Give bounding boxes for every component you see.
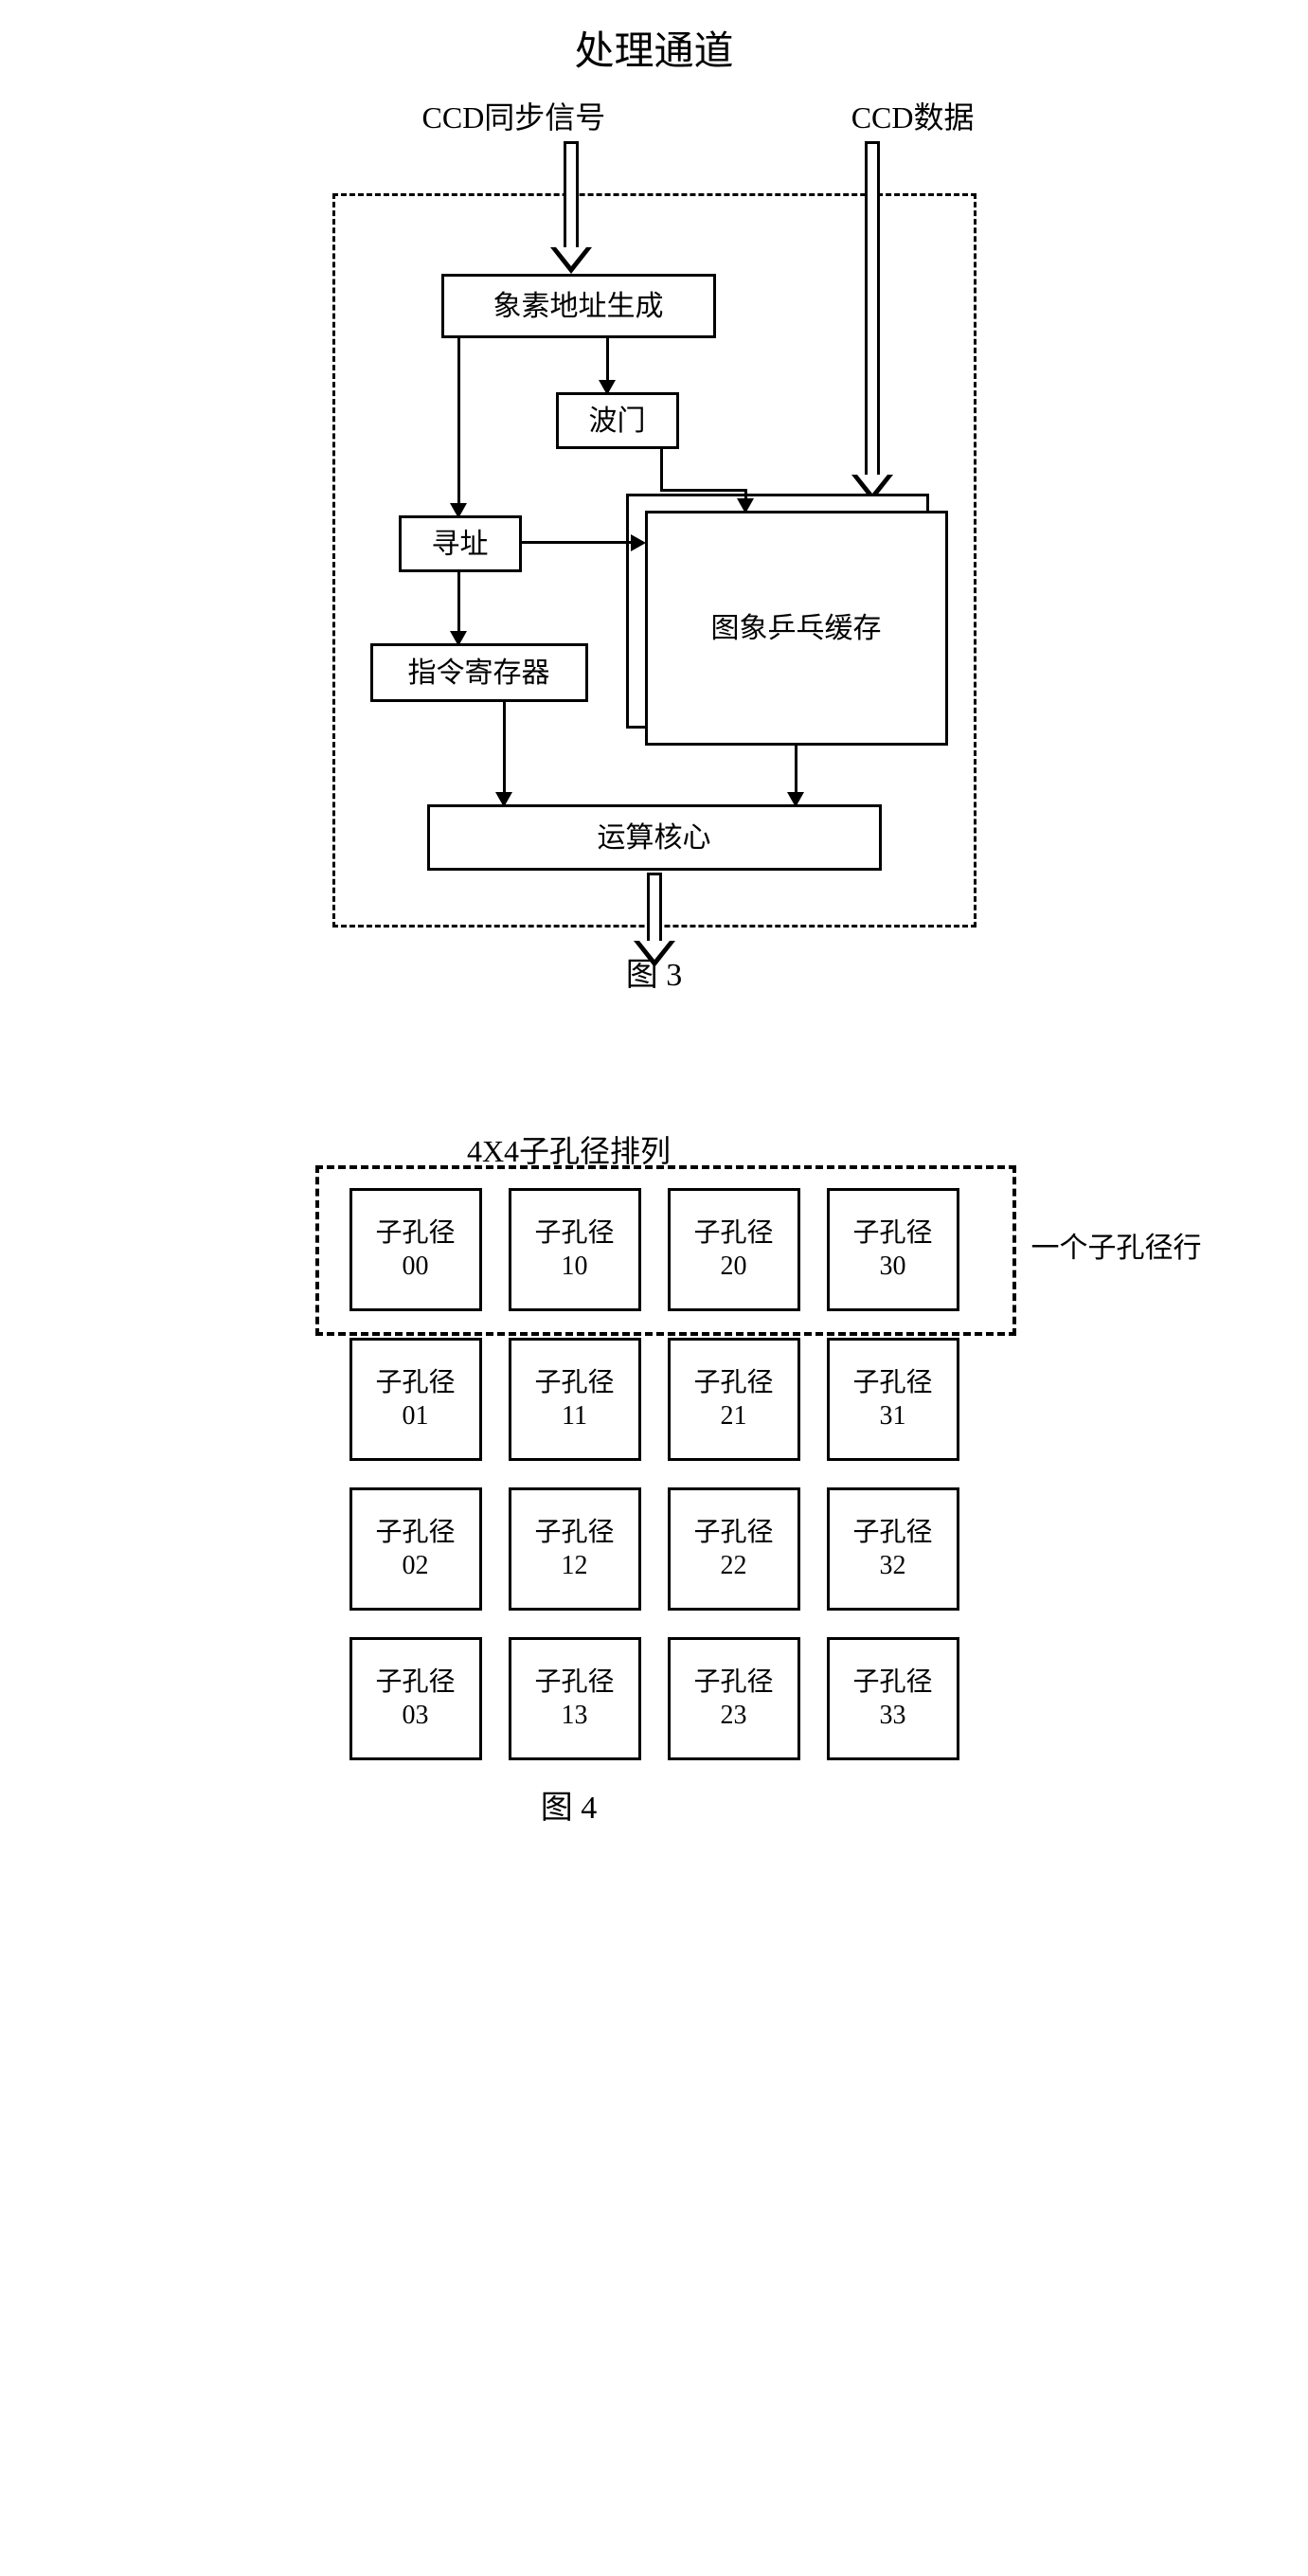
subaperture-cell-03: 子孔径03	[349, 1637, 482, 1760]
box-compute-core: 运算核心	[427, 804, 882, 871]
page: 处理通道 CCD同步信号 CCD数据 象素地址生成 波门 寻址 指令寄存器 图象…	[19, 19, 1289, 1828]
arrow-addressing-to-pingpong	[522, 541, 643, 544]
box-addressing: 寻址	[399, 515, 522, 572]
cell-label: 子孔径	[693, 1366, 773, 1399]
subaperture-cell-02: 子孔径02	[349, 1487, 482, 1611]
figure-4-canvas: 一个子孔径行 子孔径00 子孔径10 子孔径20 子孔径30 子孔径01 子孔径…	[349, 1188, 959, 1760]
box-pingpong-buffer: 图象乒乓缓存	[645, 511, 948, 746]
subaperture-cell-11: 子孔径11	[509, 1338, 641, 1461]
cell-id: 31	[880, 1399, 906, 1432]
subaperture-row-label: 一个子孔径行	[1031, 1224, 1202, 1266]
arrow-gate-to-pingpong	[660, 489, 747, 492]
figure-3-input-right-label: CCD数据	[851, 94, 975, 137]
cell-id: 01	[403, 1399, 429, 1432]
arrow-pixeladdr-to-addressing	[457, 338, 460, 515]
figure-3-input-left-label: CCD同步信号	[422, 94, 606, 137]
cell-id: 23	[721, 1699, 747, 1732]
cell-id: 32	[880, 1549, 906, 1582]
subaperture-cell-33: 子孔径33	[827, 1637, 959, 1760]
cell-id: 03	[403, 1699, 429, 1732]
subaperture-cell-21: 子孔径21	[668, 1338, 800, 1461]
cell-id: 12	[562, 1549, 588, 1582]
subaperture-cell-32: 子孔径32	[827, 1487, 959, 1611]
figure-4-caption: 图 4	[541, 1781, 598, 1828]
cell-label: 子孔径	[693, 1516, 773, 1549]
figure-4: 4X4子孔径排列 一个子孔径行 子孔径00 子孔径10 子孔径20 子孔径30 …	[349, 1127, 959, 1828]
subaperture-cell-22: 子孔径22	[668, 1487, 800, 1611]
arrow-gate-to-pingpong-tip	[744, 489, 747, 511]
cell-label: 子孔径	[693, 1666, 773, 1699]
arrow-gate-down	[660, 449, 663, 489]
cell-id: 11	[562, 1399, 587, 1432]
cell-id: 02	[403, 1549, 429, 1582]
arrow-pingpong-to-core	[795, 746, 797, 804]
arrow-instreg-to-core	[503, 702, 506, 804]
cell-label: 子孔径	[852, 1516, 932, 1549]
subaperture-cell-23: 子孔径23	[668, 1637, 800, 1760]
cell-label: 子孔径	[534, 1666, 614, 1699]
subaperture-cell-31: 子孔径31	[827, 1338, 959, 1461]
cell-label: 子孔径	[375, 1666, 455, 1699]
cell-label: 子孔径	[852, 1366, 932, 1399]
subaperture-cell-01: 子孔径01	[349, 1338, 482, 1461]
cell-id: 13	[562, 1699, 588, 1732]
arrow-addressing-to-instreg	[457, 572, 460, 643]
subaperture-cell-13: 子孔径13	[509, 1637, 641, 1760]
box-pixel-address-gen: 象素地址生成	[441, 274, 716, 338]
figure-3-title: 处理通道	[574, 19, 733, 77]
cell-label: 子孔径	[375, 1516, 455, 1549]
figure-3-canvas: 象素地址生成 波门 寻址 指令寄存器 图象乒乓缓存 运算核心	[314, 141, 995, 928]
figure-3: 处理通道 CCD同步信号 CCD数据 象素地址生成 波门 寻址 指令寄存器 图象…	[295, 19, 1014, 995]
cell-label: 子孔径	[375, 1366, 455, 1399]
cell-id: 21	[721, 1399, 747, 1432]
cell-id: 33	[880, 1699, 906, 1732]
cell-label: 子孔径	[534, 1516, 614, 1549]
cell-id: 22	[721, 1549, 747, 1582]
subaperture-row-outline	[315, 1165, 1016, 1336]
arrow-pixeladdr-to-gate	[606, 338, 609, 392]
box-instruction-reg: 指令寄存器	[370, 643, 588, 702]
cell-label: 子孔径	[852, 1666, 932, 1699]
figure-3-input-labels: CCD同步信号 CCD数据	[332, 94, 1014, 137]
cell-label: 子孔径	[534, 1366, 614, 1399]
subaperture-cell-12: 子孔径12	[509, 1487, 641, 1611]
box-gate: 波门	[556, 392, 679, 449]
